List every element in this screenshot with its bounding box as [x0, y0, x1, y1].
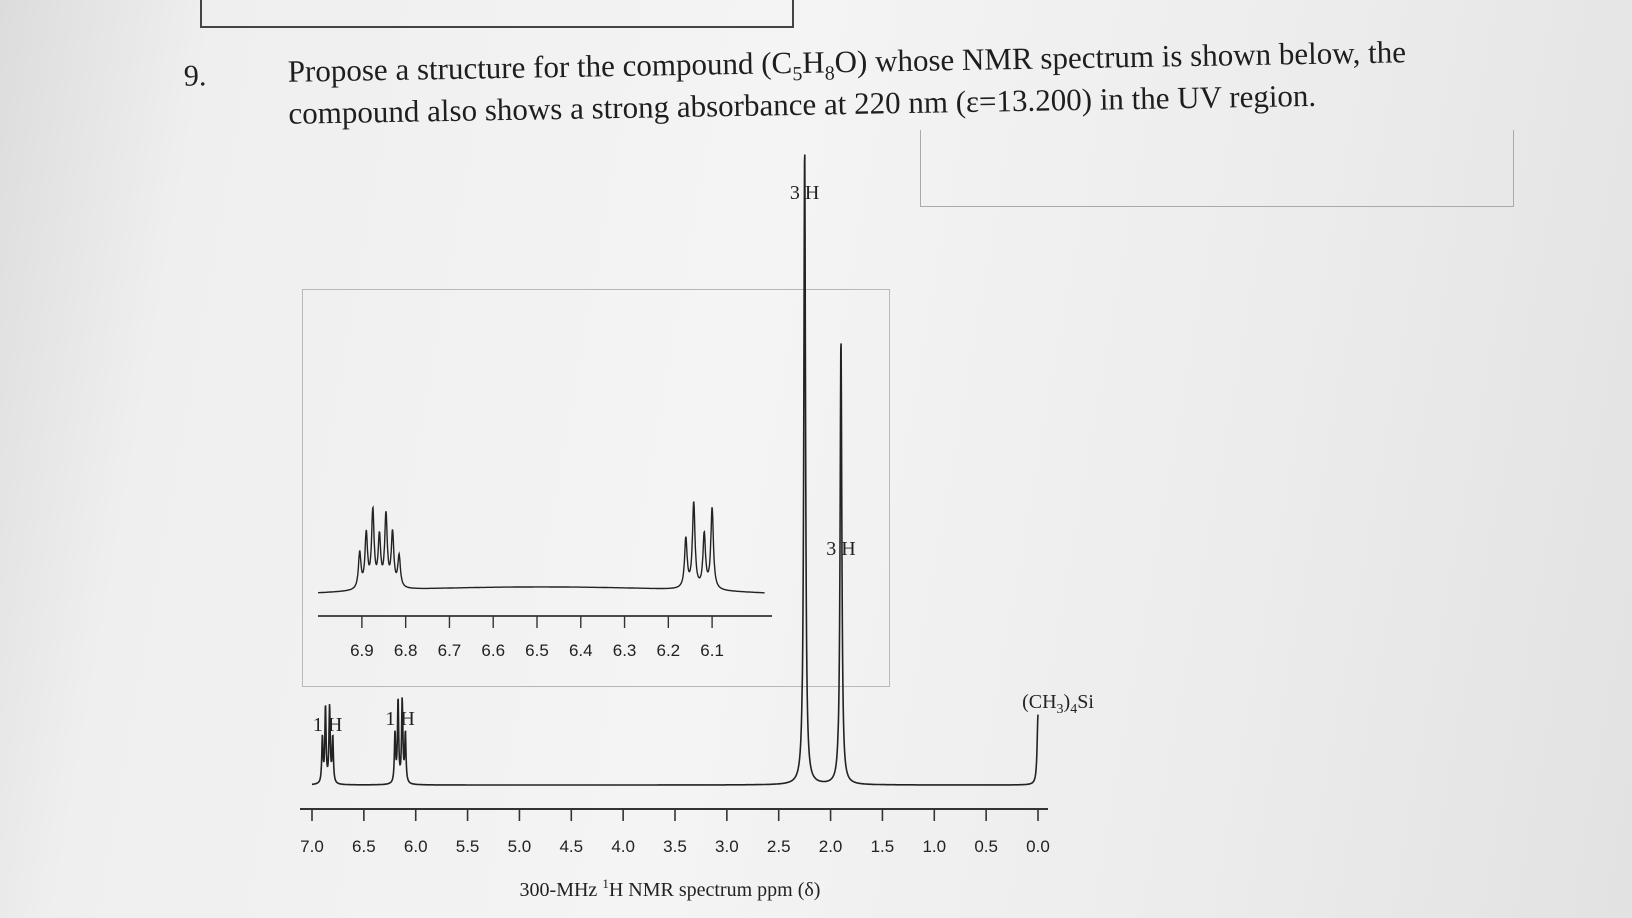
x-tick-label: 4.5 [559, 837, 583, 856]
main-spectrum: 7.0 6.5 6.0 5.5 5.0 4.5 4.0 3.5 3.0 2.5 2.0 1.5 1.0 0… [300, 154, 1094, 856]
integration-label: 3 H [826, 538, 855, 560]
inset-x-tick-label: 6.4 [569, 641, 593, 660]
x-tick-label: 1.5 [871, 837, 895, 856]
inset-x-tick-label: 6.3 [613, 641, 637, 660]
x-tick-label: 2.0 [819, 837, 843, 856]
inset-x-tick-label: 6.8 [394, 641, 418, 660]
x-tick-label: 3.0 [715, 837, 739, 856]
x-tick-label: 0.0 [1026, 837, 1050, 856]
integration-label: 1 H [313, 714, 342, 736]
previous-answer-box [200, 0, 794, 28]
x-tick-label: 5.5 [456, 837, 480, 856]
reference-label: (CH3)4Si [1022, 691, 1094, 717]
x-tick-label: 6.0 [404, 837, 428, 856]
x-axis-label: 300-MHz 1H NMR spectrum ppm (δ) [520, 876, 821, 901]
integration-label: 1 H [385, 708, 414, 730]
x-tick-label: 0.5 [974, 837, 998, 856]
faint-answer-box [920, 130, 1514, 207]
inset-x-tick-label: 6.7 [438, 641, 462, 660]
inset-x-tick-label: 6.9 [350, 641, 374, 660]
x-tick-label: 6.5 [352, 837, 376, 856]
x-tick-label: 3.5 [663, 837, 687, 856]
x-tick-label: 1.0 [922, 837, 946, 856]
inset-spectrum-trace [318, 501, 765, 594]
x-tick-label: 2.5 [767, 837, 791, 856]
integration-label: 3 H [790, 182, 819, 204]
inset-frame [302, 289, 890, 687]
inset-x-tick-label: 6.6 [481, 641, 505, 660]
x-tick-label: 5.0 [508, 837, 532, 856]
inset-x-tick-label: 6.5 [525, 641, 549, 660]
x-tick-label: 4.0 [611, 837, 635, 856]
inset-x-tick-label: 6.1 [700, 641, 724, 660]
spectrum-trace [312, 154, 1039, 786]
inset-spectrum: 6.9 6.8 6.7 6.6 6.5 6.4 6.3 6.2 6.1 [318, 501, 772, 660]
x-tick-label: 7.0 [300, 837, 324, 856]
inset-x-tick-label: 6.2 [657, 641, 681, 660]
